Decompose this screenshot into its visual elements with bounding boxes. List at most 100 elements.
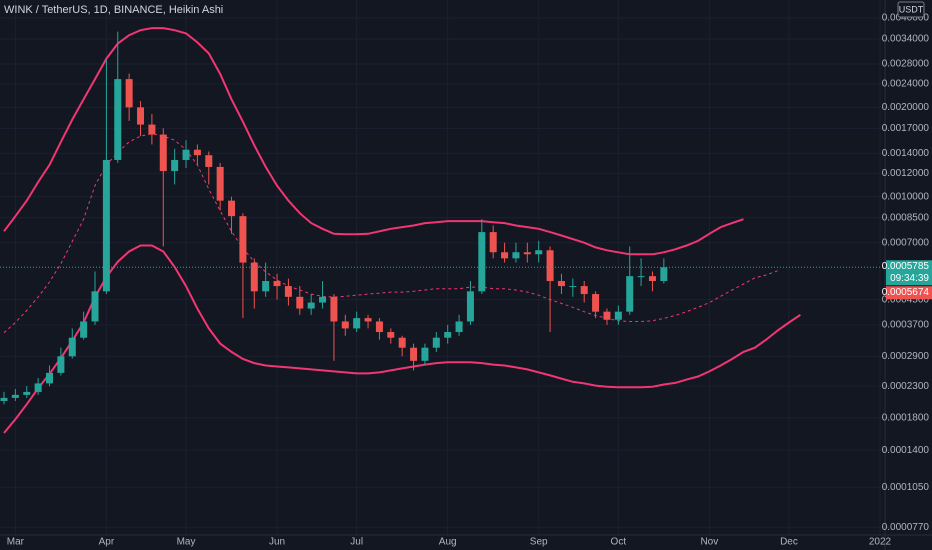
candle-body <box>353 318 361 329</box>
x-tick-label: May <box>177 537 196 548</box>
candle-body <box>364 318 372 322</box>
candle-body <box>228 200 236 217</box>
basis <box>3 133 778 334</box>
y-tick-label: 0.0001800 <box>882 412 930 423</box>
y-tick-label: 0.0034000 <box>882 34 930 45</box>
x-tick-label: Jun <box>269 537 285 548</box>
candle-body <box>239 216 247 263</box>
x-tick-label: Jul <box>350 537 363 548</box>
candle-body <box>125 79 133 108</box>
candle-body <box>341 321 349 329</box>
x-tick-label: Nov <box>700 537 718 548</box>
y-tick-label: 0.0004500 <box>882 294 930 305</box>
candle-body <box>569 286 577 288</box>
candle-body <box>660 267 668 282</box>
candle-body <box>114 79 122 160</box>
candle-body <box>182 149 190 160</box>
candle-body <box>250 262 258 292</box>
candle-body <box>523 252 531 255</box>
candle-body <box>432 337 440 348</box>
candle-body <box>375 321 383 333</box>
candle-body <box>205 155 213 167</box>
x-tick-label: Oct <box>611 537 627 548</box>
candle-body <box>137 107 145 125</box>
candle-body <box>80 321 88 338</box>
candle-body <box>319 296 327 303</box>
candle-body <box>91 291 99 322</box>
candle-body <box>648 276 656 282</box>
x-tick-label: 2022 <box>869 537 892 548</box>
y-tick-label: 0.0003700 <box>882 320 930 331</box>
candle-body <box>444 332 452 338</box>
last-price-label: 0.0005785 <box>882 261 930 272</box>
candle-body <box>455 321 463 333</box>
candle-body <box>614 311 622 320</box>
candle-body <box>262 281 270 292</box>
candle-body <box>410 347 418 361</box>
x-tick-label: Aug <box>439 537 457 548</box>
candle-body <box>11 394 19 398</box>
y-tick-label: 0.0000770 <box>882 522 930 533</box>
y-tick-label: 0.0014000 <box>882 148 930 159</box>
y-tick-label: 0.0001400 <box>882 445 930 456</box>
y-tick-label: 0.0012000 <box>882 168 930 179</box>
candle-body <box>34 383 42 392</box>
candle-body <box>535 250 543 255</box>
y-tick-label: 0.0017000 <box>882 123 930 134</box>
candle-body <box>284 286 292 297</box>
candle-body <box>102 159 110 292</box>
y-tick-label: 0.0040000 <box>882 13 930 24</box>
y-tick-label: 0.0008500 <box>882 212 930 223</box>
y-tick-label: 0.0001050 <box>882 482 930 493</box>
y-tick-label: 0.0028000 <box>882 59 930 70</box>
candle-body <box>398 337 406 348</box>
candle-body <box>296 296 304 309</box>
candle-body <box>466 291 474 322</box>
candle-body <box>273 281 281 287</box>
countdown: 09:34:39 <box>890 273 929 284</box>
candle-body <box>557 281 565 287</box>
other-price-box <box>886 286 932 300</box>
currency-box[interactable] <box>897 1 925 18</box>
candles <box>0 31 885 405</box>
upper-band <box>3 27 744 256</box>
candle-body <box>603 311 611 320</box>
last-price-box <box>886 260 932 286</box>
x-tick-label: Sep <box>530 537 548 548</box>
candle-body <box>637 276 645 278</box>
candle-body <box>489 232 497 253</box>
chart-title: WINK / TetherUS, 1D, BINANCE, Heikin Ash… <box>4 4 223 16</box>
lower-band <box>3 244 801 434</box>
candle-body <box>592 294 600 312</box>
x-tick-label: Mar <box>7 537 25 548</box>
candle-body <box>148 124 156 135</box>
candle-body <box>580 286 588 295</box>
candle-body <box>626 276 634 312</box>
y-tick-label: 0.0002900 <box>882 351 930 362</box>
candle-body <box>546 250 554 282</box>
candle-body <box>193 149 201 156</box>
candle-body <box>387 332 395 338</box>
candle-body <box>159 134 167 172</box>
y-tick-label: 0.0010000 <box>882 191 930 202</box>
candle-body <box>421 347 429 361</box>
currency-label[interactable]: USDT <box>899 4 924 14</box>
candle-body <box>68 337 76 357</box>
y-tick-label: 0.0007000 <box>882 237 930 248</box>
candle-body <box>57 356 65 373</box>
x-tick-label: Dec <box>780 537 798 548</box>
candle-body <box>512 252 520 259</box>
x-tick-label: Apr <box>99 537 115 548</box>
candle-body <box>46 372 54 384</box>
candle-body <box>307 302 315 309</box>
candle-body <box>478 232 486 292</box>
axis: 0.0040000 0.0034000 0.0028000 0.0024000 0.00… <box>7 13 932 548</box>
other-price-label: 0.0005674 <box>882 287 930 298</box>
candle-body <box>23 391 31 395</box>
y-tick-label: 0.0024000 <box>882 79 930 90</box>
candle-body <box>216 166 224 201</box>
y-tick-label: 0.0020000 <box>882 102 930 113</box>
